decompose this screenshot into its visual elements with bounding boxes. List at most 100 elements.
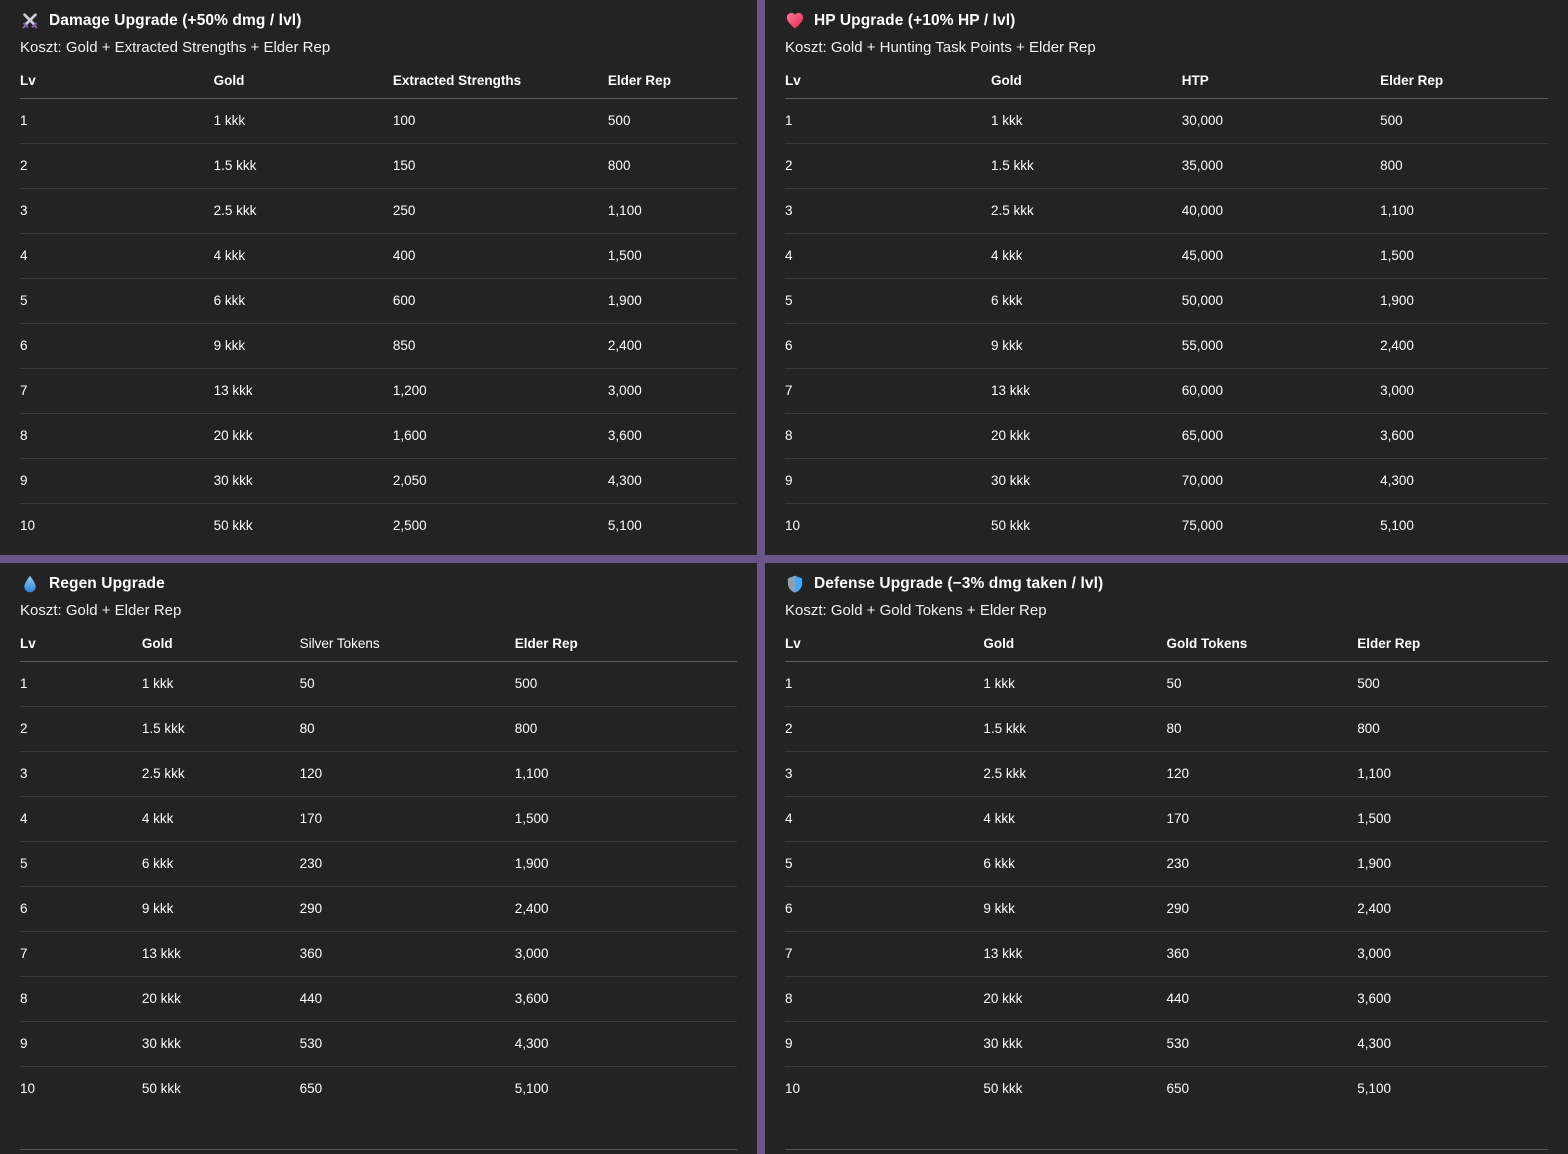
table-cell: 100 bbox=[392, 113, 416, 128]
table-row: 9 30 kkk 70,000 4,300 bbox=[785, 458, 1548, 503]
table-cell: 7 bbox=[20, 946, 28, 961]
table-cell: 4,300 bbox=[1380, 473, 1414, 488]
table-cell: 4,300 bbox=[514, 1036, 549, 1051]
table-cell: 8 bbox=[20, 991, 28, 1006]
table-cell: 1.5 kkk bbox=[141, 721, 185, 736]
table-bottom-rule bbox=[20, 1149, 737, 1150]
table-cell: 1.5 kkk bbox=[983, 721, 1027, 736]
table-cell: 3,000 bbox=[514, 946, 549, 961]
table-cell: 1,900 bbox=[514, 856, 549, 871]
table-cell: 50 bbox=[299, 676, 315, 691]
table-cell: 50 kkk bbox=[141, 1081, 181, 1097]
table-cell: 500 bbox=[1357, 676, 1380, 691]
table-cell: 6 bbox=[20, 338, 28, 353]
table-cell: 9 bbox=[785, 1036, 793, 1051]
table-cell: 9 kkk bbox=[141, 901, 174, 916]
table-cell: 1,500 bbox=[1357, 811, 1392, 826]
table-cell: 1 kkk bbox=[141, 676, 174, 691]
column-header-extracted-strengths: Extracted Strengths bbox=[392, 64, 608, 99]
table-row: 7 13 kkk 360 3,000 bbox=[20, 931, 737, 976]
table-cell: 2 bbox=[785, 158, 793, 173]
table-cell: 1 kkk bbox=[213, 113, 246, 128]
table-row: 4 4 kkk 45,000 1,500 bbox=[785, 233, 1548, 278]
table-cell: 2,400 bbox=[514, 901, 549, 916]
table-cell: 50 kkk bbox=[991, 518, 1031, 534]
table-header: Lv Gold HTP Elder Rep bbox=[785, 64, 1548, 99]
panel-title: Defense Upgrade (−3% dmg taken / lvl) bbox=[785, 571, 1548, 597]
table-cell: 4 bbox=[20, 248, 28, 263]
table-cell: 13 kkk bbox=[141, 946, 181, 961]
table-cell: 2.5 kkk bbox=[983, 766, 1027, 781]
table-cell: 3,000 bbox=[1357, 946, 1392, 961]
table-cell: 75,000 bbox=[1181, 518, 1224, 534]
table-row: 9 30 kkk 2,050 4,300 bbox=[20, 458, 737, 503]
column-header-elder-rep: Elder Rep bbox=[514, 627, 737, 662]
table-cell: 6 kkk bbox=[991, 293, 1023, 308]
panel-subtitle: Koszt: Gold + Gold Tokens + Elder Rep bbox=[785, 602, 1047, 619]
table-cell: 440 bbox=[299, 991, 323, 1006]
table-row: 10 50 kkk 650 5,100 bbox=[785, 1066, 1548, 1111]
table-cell: 60,000 bbox=[1181, 383, 1224, 398]
column-header-lv: Lv bbox=[20, 64, 214, 99]
table-cell: 1.5 kkk bbox=[213, 158, 257, 173]
table-row: 7 13 kkk 360 3,000 bbox=[785, 931, 1548, 976]
table-cell: 4 kkk bbox=[141, 811, 174, 826]
table-cell: 30,000 bbox=[1181, 113, 1224, 128]
table-cell: 1 kkk bbox=[991, 113, 1023, 128]
panel-subtitle: Koszt: Gold + Elder Rep bbox=[20, 602, 182, 619]
panel-title-text: HP Upgrade (+10% HP / lvl) bbox=[814, 12, 1016, 29]
table-row: 2 1.5 kkk 35,000 800 bbox=[785, 143, 1548, 188]
table-cell: 530 bbox=[1166, 1036, 1190, 1051]
table-cell: 30 kkk bbox=[983, 1036, 1023, 1051]
table-cell: 5 bbox=[20, 293, 28, 308]
table-cell: 3 bbox=[785, 766, 793, 781]
table-cell: 5,100 bbox=[1380, 518, 1414, 534]
table-cell: 3 bbox=[20, 766, 28, 781]
table-cell: 2.5 kkk bbox=[213, 203, 257, 218]
table-cell: 1,900 bbox=[1357, 856, 1392, 871]
table-cell: 1,500 bbox=[514, 811, 549, 826]
table-cell: 150 bbox=[392, 158, 416, 173]
table-row: 1 1 kkk 30,000 500 bbox=[785, 98, 1548, 143]
table-cell: 5 bbox=[20, 856, 28, 871]
defense-upgrade-table: Lv Gold Gold Tokens Elder Rep 1 1 kkk 50 50… bbox=[785, 627, 1548, 1111]
table-cell: 40,000 bbox=[1181, 203, 1224, 218]
table-cell: 1,500 bbox=[607, 248, 642, 263]
panel-regen-upgrade: Regen Upgrade Koszt: Gold + Elder Rep Lv… bbox=[0, 563, 757, 1154]
table-row: 8 20 kkk 440 3,600 bbox=[20, 976, 737, 1021]
table-cell: 4 bbox=[785, 248, 793, 263]
table-cell: 500 bbox=[514, 676, 538, 691]
column-header-elder-rep: Elder Rep bbox=[607, 64, 737, 99]
table-cell: 800 bbox=[1380, 158, 1403, 173]
horizontal-divider bbox=[0, 555, 1568, 563]
table-cell: 9 kkk bbox=[213, 338, 246, 353]
table-row: 6 9 kkk 850 2,400 bbox=[20, 323, 737, 368]
table-cell: 6 kkk bbox=[983, 856, 1015, 871]
table-cell: 800 bbox=[514, 721, 538, 736]
hp-upgrade-table: Lv Gold HTP Elder Rep 1 1 kkk 30,000 500 2 1.… bbox=[785, 64, 1548, 548]
table-cell: 5 bbox=[785, 856, 793, 871]
table-cell: 6 bbox=[785, 338, 793, 353]
table-cell: 9 bbox=[20, 1036, 28, 1051]
table-cell: 2,400 bbox=[607, 338, 642, 353]
panel-defense-upgrade: Defense Upgrade (−3% dmg taken / lvl) Ko… bbox=[765, 563, 1568, 1154]
table-row: 9 30 kkk 530 4,300 bbox=[785, 1021, 1548, 1066]
table-cell: 1,500 bbox=[1380, 248, 1414, 263]
table-row: 8 20 kkk 440 3,600 bbox=[785, 976, 1548, 1021]
table-row: 2 1.5 kkk 150 800 bbox=[20, 143, 737, 188]
droplet-icon bbox=[20, 574, 40, 594]
column-header-gold: Gold bbox=[983, 627, 1167, 662]
column-header-silver-tokens: Silver Tokens bbox=[299, 627, 515, 662]
table-cell: 600 bbox=[392, 293, 416, 308]
table-cell: 9 kkk bbox=[991, 338, 1023, 353]
table-cell: 50 bbox=[1166, 676, 1182, 691]
table-cell: 800 bbox=[607, 158, 631, 173]
table-cell: 35,000 bbox=[1181, 158, 1224, 173]
table-cell: 1,600 bbox=[392, 428, 427, 443]
table-cell: 2,400 bbox=[1380, 338, 1414, 353]
table-row: 7 13 kkk 60,000 3,000 bbox=[785, 368, 1548, 413]
table-cell: 1.5 kkk bbox=[991, 158, 1034, 173]
crossed-swords-icon bbox=[20, 11, 40, 31]
